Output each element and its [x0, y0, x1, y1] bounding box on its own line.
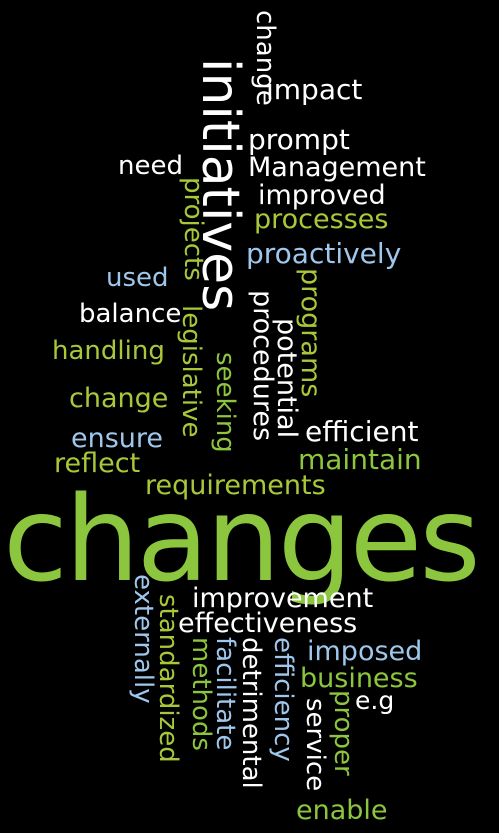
word-seeking: seeking: [210, 352, 240, 453]
word-eg: e.g: [355, 686, 395, 715]
word-management: Management: [248, 152, 426, 183]
word-improved: improved: [258, 180, 386, 211]
word-projects: projects: [178, 177, 208, 281]
word-changes: changes: [3, 470, 481, 608]
word-prompt: prompt: [248, 123, 350, 156]
word-reflect: reflect: [54, 448, 141, 479]
word-detrimental: detrimental: [236, 637, 266, 789]
word-imposed: imposed: [307, 636, 423, 667]
word-proper: proper: [328, 690, 358, 776]
word-impact: impact: [266, 73, 363, 106]
word-service: service: [300, 698, 330, 792]
word-legislative: legislative: [176, 305, 206, 438]
word-balance: balance: [79, 299, 182, 329]
word-standardized: standardized: [153, 594, 183, 763]
word-handling: handling: [52, 336, 165, 366]
word-improvement: improvement: [192, 583, 374, 614]
word-change: change: [69, 383, 169, 414]
word-ensure: ensure: [71, 423, 164, 454]
word-need: need: [118, 151, 183, 181]
word-business: business: [300, 663, 418, 694]
word-used: used: [106, 263, 169, 293]
word-maintain: maintain: [298, 443, 422, 476]
word-efficiency: efficiency: [268, 637, 298, 762]
word-potential: potential: [271, 318, 302, 439]
word-requirements: requirements: [145, 470, 326, 501]
word-facilitate: facilitate: [210, 637, 240, 751]
word-processes: processes: [254, 204, 389, 235]
word-effectiveness: effectiveness: [178, 608, 358, 639]
word-enable: enable: [296, 795, 388, 826]
word-change-vertical: change: [250, 10, 280, 106]
word-efficient: efficient: [305, 415, 419, 448]
word-proactively: proactively: [246, 237, 402, 270]
